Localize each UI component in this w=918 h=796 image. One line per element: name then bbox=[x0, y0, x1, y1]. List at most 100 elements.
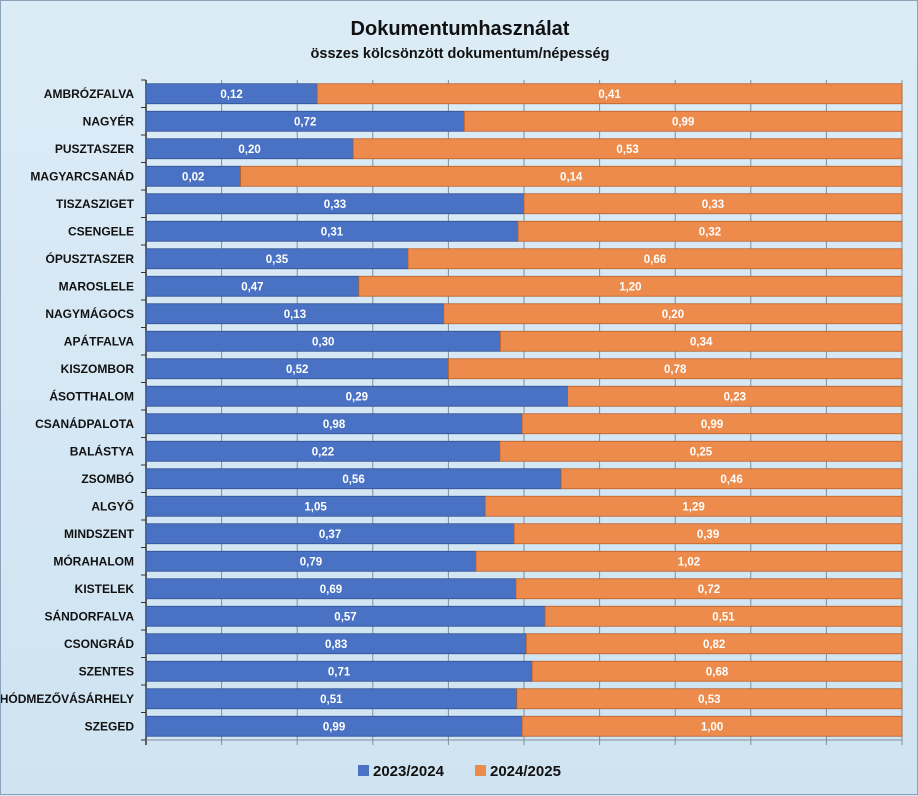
data-label-2023-2024: 0,79 bbox=[300, 556, 322, 568]
data-label-2024-2025: 0,23 bbox=[724, 391, 746, 403]
legend-label-2023-2024: 2023/2024 bbox=[373, 763, 445, 780]
category-label: NAGYMÁGOCS bbox=[45, 306, 134, 321]
category-label: SZEGED bbox=[85, 719, 135, 733]
bar-2024-2025 bbox=[358, 275, 903, 297]
bar-2024-2025 bbox=[316, 83, 903, 105]
data-label-2024-2025: 0,46 bbox=[720, 474, 742, 486]
data-label-2024-2025: 1,02 bbox=[678, 556, 700, 568]
category-label: CSENGELE bbox=[68, 224, 134, 238]
data-label-2023-2024: 0,47 bbox=[241, 281, 263, 293]
category-label: CSONGRÁD bbox=[64, 636, 134, 651]
data-labels: 0,12 0,41 0,72 0,99 0,20 0,53 0,02 0,14 0,33 0,33… bbox=[182, 89, 746, 734]
data-label-2023-2024: 0,33 bbox=[324, 199, 346, 211]
bar-2024-2025 bbox=[407, 248, 903, 270]
data-label-2023-2024: 0,52 bbox=[286, 364, 308, 376]
category-label: KISTELEK bbox=[75, 582, 135, 596]
data-label-2023-2024: 0,56 bbox=[342, 474, 364, 486]
category-label: ZSOMBÓ bbox=[81, 471, 134, 486]
data-label-2024-2025: 0,32 bbox=[699, 226, 721, 238]
bar-2024-2025 bbox=[443, 303, 903, 325]
category-label: HÓDMEZŐVÁSÁRHELY bbox=[1, 691, 134, 706]
data-label-2024-2025: 1,00 bbox=[701, 721, 723, 733]
data-label-2024-2025: 0,78 bbox=[664, 364, 687, 376]
data-label-2024-2025: 0,33 bbox=[702, 199, 724, 211]
category-label: AMBRÓZFALVA bbox=[44, 86, 135, 101]
bar-2024-2025 bbox=[521, 413, 903, 435]
category-label: MAROSLELE bbox=[59, 279, 134, 293]
chart-title: Dokumentumhasználat bbox=[351, 18, 570, 40]
data-label-2023-2024: 0,35 bbox=[266, 254, 289, 266]
category-label: TISZASZIGET bbox=[56, 197, 135, 211]
category-label: SZENTES bbox=[79, 664, 134, 678]
data-label-2023-2024: 1,05 bbox=[304, 501, 327, 513]
data-label-2023-2024: 0,72 bbox=[294, 116, 316, 128]
category-label: ÓPUSZTASZER bbox=[46, 251, 135, 266]
bar-2024-2025 bbox=[523, 193, 903, 215]
bar-2024-2025 bbox=[447, 358, 903, 380]
data-label-2023-2024: 0,99 bbox=[323, 721, 345, 733]
legend-swatch-2024-2025 bbox=[475, 765, 486, 776]
data-label-2024-2025: 0,25 bbox=[690, 446, 713, 458]
bar-2024-2025 bbox=[513, 523, 903, 545]
data-label-2023-2024: 0,83 bbox=[325, 639, 347, 651]
legend-swatch-2023-2024 bbox=[358, 765, 369, 776]
data-label-2024-2025: 0,41 bbox=[598, 89, 621, 101]
data-label-2024-2025: 0,99 bbox=[701, 419, 723, 431]
category-label: BALÁSTYA bbox=[70, 443, 135, 458]
data-label-2023-2024: 0,57 bbox=[334, 611, 356, 623]
bar-2024-2025 bbox=[521, 715, 903, 737]
data-label-2023-2024: 0,22 bbox=[312, 446, 334, 458]
data-label-2023-2024: 0,29 bbox=[346, 391, 368, 403]
category-label: CSANÁDPALOTA bbox=[35, 416, 134, 431]
bar-2024-2025 bbox=[525, 633, 903, 655]
data-label-2023-2024: 0,20 bbox=[238, 144, 260, 156]
category-label: NAGYÉR bbox=[83, 113, 135, 128]
bars bbox=[145, 83, 903, 737]
data-label-2023-2024: 0,51 bbox=[320, 694, 343, 706]
bar-2024-2025 bbox=[560, 468, 903, 490]
data-label-2024-2025: 0,66 bbox=[644, 254, 666, 266]
category-label: KISZOMBOR bbox=[61, 362, 135, 376]
bar-2024-2025 bbox=[515, 578, 903, 600]
data-label-2023-2024: 0,02 bbox=[182, 171, 204, 183]
category-label: ALGYŐ bbox=[91, 498, 134, 513]
data-label-2024-2025: 1,29 bbox=[682, 501, 704, 513]
category-label: SÁNDORFALVA bbox=[44, 608, 134, 623]
category-label: MINDSZENT bbox=[64, 527, 135, 541]
category-label: MAGYARCSANÁD bbox=[30, 168, 134, 183]
data-label-2024-2025: 0,51 bbox=[712, 611, 735, 623]
data-label-2023-2024: 0,13 bbox=[284, 309, 306, 321]
bar-2024-2025 bbox=[463, 110, 903, 132]
category-label: APÁTFALVA bbox=[64, 333, 135, 348]
data-label-2024-2025: 0,53 bbox=[616, 144, 638, 156]
data-label-2024-2025: 0,72 bbox=[698, 584, 720, 596]
bar-2024-2025 bbox=[544, 605, 903, 627]
bar-2024-2025 bbox=[484, 495, 903, 517]
category-label: PUSZTASZER bbox=[55, 142, 134, 156]
data-label-2024-2025: 0,39 bbox=[697, 529, 719, 541]
bar-2024-2025 bbox=[531, 660, 903, 682]
bar-2024-2025 bbox=[475, 550, 903, 572]
data-label-2023-2024: 0,30 bbox=[312, 336, 334, 348]
data-label-2024-2025: 0,14 bbox=[560, 171, 583, 183]
data-label-2023-2024: 0,71 bbox=[328, 666, 351, 678]
legend: 2023/2024 2024/2025 bbox=[358, 763, 561, 780]
legend-label-2024-2025: 2024/2025 bbox=[490, 763, 561, 780]
bar-2024-2025 bbox=[567, 385, 903, 407]
data-label-2023-2024: 0,98 bbox=[323, 419, 346, 431]
bar-2024-2025 bbox=[517, 220, 903, 242]
bar-2024-2025 bbox=[352, 138, 903, 160]
category-labels: AMBRÓZFALVA NAGYÉR PUSZTASZER MAGYARCSANÁD T… bbox=[1, 86, 135, 734]
data-label-2024-2025: 0,20 bbox=[662, 309, 684, 321]
bar-2024-2025 bbox=[499, 440, 903, 462]
data-label-2024-2025: 0,53 bbox=[698, 694, 720, 706]
chart-subtitle: összes kölcsönzött dokumentum/népesség bbox=[311, 46, 610, 62]
data-label-2024-2025: 0,99 bbox=[672, 116, 694, 128]
bar-2024-2025 bbox=[499, 330, 903, 352]
data-label-2023-2024: 0,31 bbox=[321, 226, 344, 238]
bar-2024-2025 bbox=[240, 165, 903, 187]
data-label-2024-2025: 0,34 bbox=[690, 336, 713, 348]
category-label: ÁSOTTHALOM bbox=[49, 388, 134, 403]
